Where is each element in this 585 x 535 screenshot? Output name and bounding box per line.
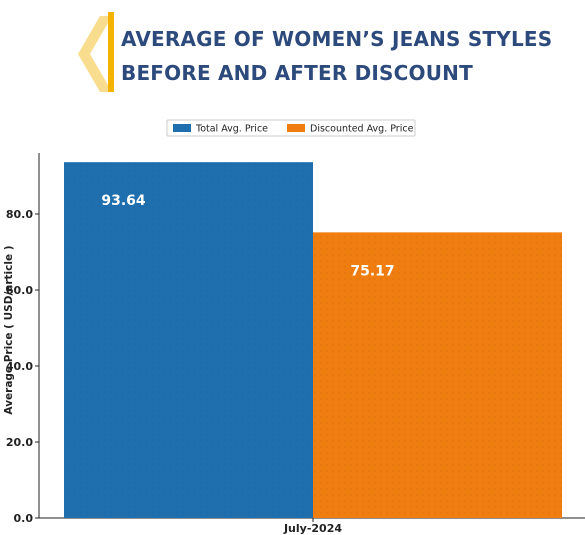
legend: Total Avg. Price Discounted Avg. Price <box>166 119 416 137</box>
y-axis-title: Average Price ( USD/article ) <box>3 245 15 414</box>
bar-discounted-avg-price-texture <box>313 232 562 518</box>
y-tick-label: 40.0 <box>6 360 33 373</box>
chart-title-line-2: BEFORE AND AFTER DISCOUNT <box>121 61 473 85</box>
data-label-discounted: 75.17 <box>350 263 394 279</box>
legend-swatch-discounted <box>287 124 305 132</box>
chevron-logo-icon <box>78 12 114 92</box>
legend-swatch-total <box>173 124 191 132</box>
legend-label-discounted: Discounted Avg. Price <box>310 124 414 135</box>
y-tick-label: 60.0 <box>6 284 33 297</box>
chart-title: AVERAGE OF WOMEN’S JEANS STYLES BEFORE A… <box>78 12 578 92</box>
legend-label-total: Total Avg. Price <box>195 124 268 135</box>
bar-total-avg-price-texture <box>64 162 313 518</box>
bars-group: 93.64 75.17 <box>64 162 562 518</box>
x-tick-label: July-2024 <box>283 522 342 535</box>
y-axis-ticks: 0.0 20.0 40.0 60.0 80.0 <box>6 208 39 525</box>
y-tick-label: 80.0 <box>6 208 33 221</box>
y-tick-label: 20.0 <box>6 436 33 449</box>
y-tick-label: 0.0 <box>14 512 34 525</box>
chart-title-line-1: AVERAGE OF WOMEN’S JEANS STYLES <box>121 27 553 51</box>
data-label-total: 93.64 <box>101 193 146 209</box>
